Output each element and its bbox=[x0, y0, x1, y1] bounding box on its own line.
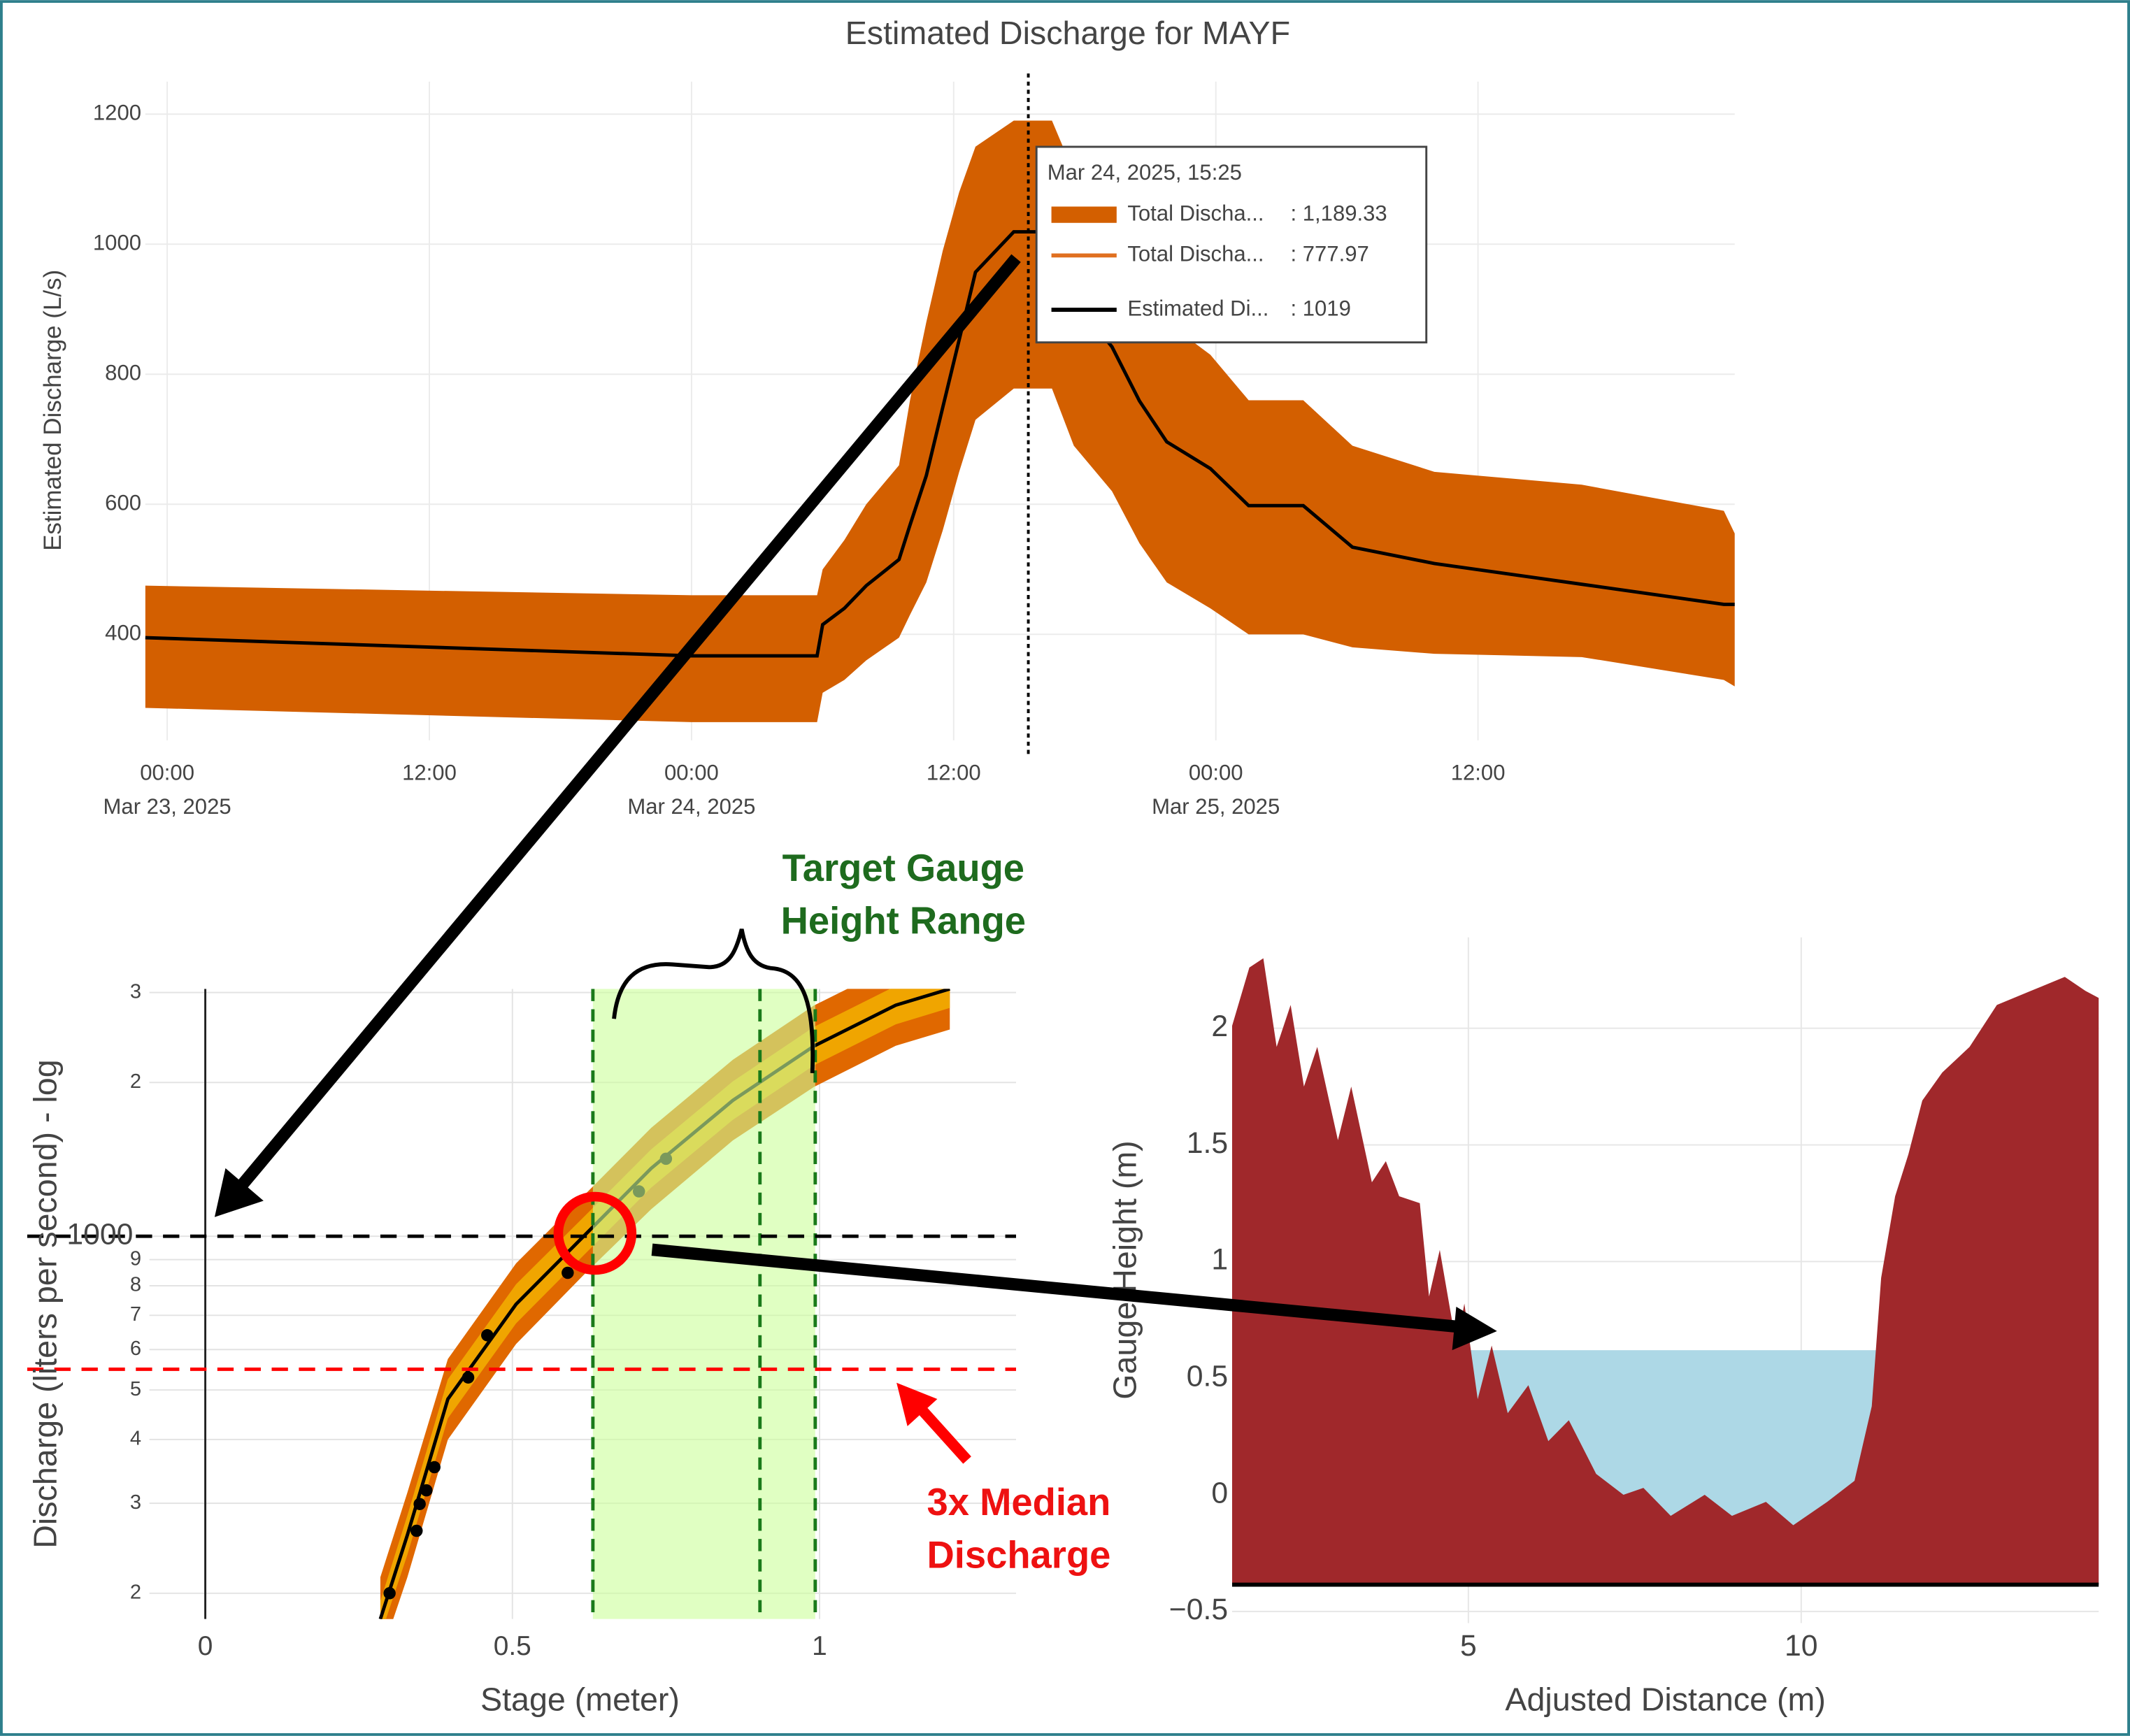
y-tick-label: 400 bbox=[105, 620, 141, 645]
x-tick-label: 0.5 bbox=[494, 1631, 531, 1661]
x-tick-label: 00:00 bbox=[1189, 761, 1243, 785]
arrow-head bbox=[896, 1382, 938, 1426]
y-tick-label: 3 bbox=[130, 980, 141, 1003]
x-tick-date-label: Mar 23, 2025 bbox=[103, 794, 231, 819]
tooltip-title: Mar 24, 2025, 15:25 bbox=[1048, 160, 1242, 185]
y-tick-label: 1000 bbox=[66, 1217, 133, 1251]
data-point bbox=[462, 1371, 475, 1384]
charts: Estimated Discharge for MAYF Estimated Di… bbox=[27, 15, 2099, 1718]
line bbox=[145, 230, 1735, 658]
channel-bed bbox=[1231, 958, 2099, 1585]
x-tick-label: 00:00 bbox=[664, 761, 719, 785]
plot-area bbox=[27, 989, 1017, 1619]
x-axis-title: Stage (meter) bbox=[480, 1681, 680, 1718]
data-point bbox=[413, 1498, 426, 1510]
data-point bbox=[410, 1524, 423, 1537]
y-tick-label: 1 bbox=[1211, 1243, 1228, 1277]
y-axis-title: Discharge (liters per second) - log bbox=[27, 1059, 63, 1548]
x-tick-label: 10 bbox=[1785, 1629, 1818, 1663]
highlight-circle bbox=[553, 1191, 637, 1275]
y-tick-label: 1200 bbox=[93, 100, 141, 124]
y-tick-label: 2 bbox=[130, 1070, 141, 1093]
plot-area bbox=[1231, 937, 2099, 1623]
tooltip-swatch bbox=[1051, 206, 1117, 223]
data-point bbox=[481, 1329, 494, 1342]
x-tick-label: 1 bbox=[812, 1631, 827, 1661]
y-tick-label: 600 bbox=[105, 490, 141, 515]
tooltip-name: Total Discha... bbox=[1127, 242, 1264, 266]
tooltip-name: Estimated Di... bbox=[1127, 296, 1268, 320]
median-label: 3x Median bbox=[927, 1481, 1110, 1523]
x-tick-label: 12:00 bbox=[402, 761, 457, 785]
tooltip-value: : 1,189.33 bbox=[1290, 201, 1387, 225]
rating-band bbox=[380, 989, 950, 1619]
arrow bbox=[651, 1243, 1463, 1333]
brace bbox=[612, 928, 815, 1073]
x-tick-label: 12:00 bbox=[927, 761, 981, 785]
y-axis-title: Gauge Height (m) bbox=[1107, 1140, 1143, 1399]
target-range bbox=[592, 989, 815, 1619]
data-point bbox=[428, 1461, 441, 1474]
x-tick-label: 0 bbox=[198, 1631, 213, 1661]
y-tick-label: 7 bbox=[130, 1303, 141, 1326]
target-label: Target Gauge bbox=[782, 847, 1024, 889]
x-tick-label: 00:00 bbox=[140, 761, 194, 785]
y-tick-label: 1000 bbox=[93, 230, 141, 254]
y-tick-label: 1.5 bbox=[1187, 1126, 1228, 1160]
median-label: Discharge bbox=[927, 1534, 1110, 1577]
x-tick-label: 5 bbox=[1460, 1629, 1477, 1663]
arrow bbox=[234, 254, 1021, 1193]
y-tick-label: 0 bbox=[1211, 1476, 1228, 1509]
y-tick-label: 5 bbox=[130, 1378, 141, 1400]
y-tick-label: 2 bbox=[1211, 1010, 1228, 1043]
y-tick-label: 9 bbox=[130, 1247, 141, 1270]
x-tick-label: 12:00 bbox=[1451, 761, 1506, 785]
y-axis-title: Estimated Discharge (L/s) bbox=[39, 270, 66, 551]
y-tick-label: −0.5 bbox=[1169, 1593, 1228, 1626]
data-point bbox=[420, 1484, 433, 1497]
tooltip-value: : 1019 bbox=[1290, 296, 1350, 320]
y-tick-label: 4 bbox=[130, 1428, 141, 1450]
y-tick-label: 2 bbox=[130, 1581, 141, 1603]
arrow-head bbox=[1452, 1306, 1497, 1351]
target-label: Height Range bbox=[781, 900, 1026, 942]
annotation-shapes bbox=[214, 254, 1497, 1464]
y-tick-label: 0.5 bbox=[1187, 1360, 1228, 1393]
x-axis-title: Adjusted Distance (m) bbox=[1505, 1681, 1826, 1718]
y-tick-label: 6 bbox=[130, 1337, 141, 1360]
arrow bbox=[914, 1402, 971, 1464]
y-tick-label: 800 bbox=[105, 360, 141, 385]
x-tick-date-label: Mar 24, 2025 bbox=[627, 794, 755, 819]
chart-title: Estimated Discharge for MAYF bbox=[845, 15, 1290, 51]
x-tick-date-label: Mar 25, 2025 bbox=[1152, 794, 1280, 819]
tooltip-name: Total Discha... bbox=[1127, 201, 1264, 225]
y-tick-label: 8 bbox=[130, 1274, 141, 1296]
y-tick-label: 3 bbox=[130, 1491, 141, 1514]
data-point bbox=[383, 1587, 396, 1600]
data-point bbox=[562, 1266, 574, 1279]
tooltip-value: : 777.97 bbox=[1290, 242, 1368, 266]
